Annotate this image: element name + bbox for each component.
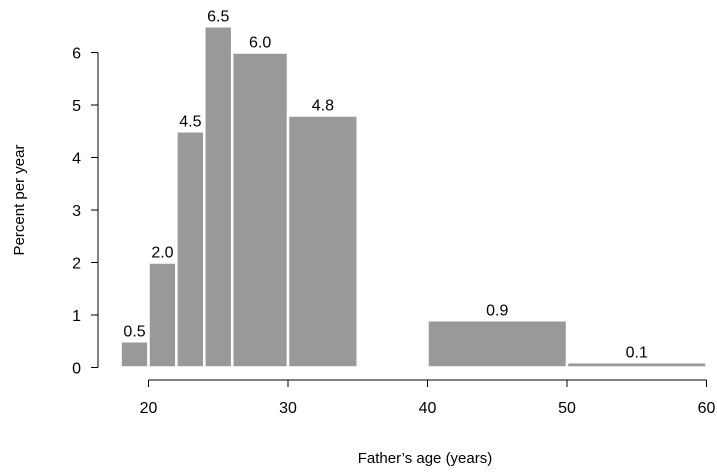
- bar-value-label-6: 0.9: [486, 302, 508, 319]
- y-tick-label-3: 3: [72, 203, 81, 220]
- y-tick-label-4: 4: [72, 151, 81, 168]
- bar-0: [119, 340, 150, 369]
- y-tick-label-5: 5: [72, 98, 81, 115]
- bar-value-label-4: 6.0: [249, 35, 271, 52]
- bar-labels-group: 0.5 2.0 4.5 6.5 6.0 4.8 0.9 0.1: [123, 8, 648, 361]
- y-tick-label-2: 2: [72, 256, 81, 273]
- bar-value-label-3: 6.5: [207, 8, 229, 25]
- x-axis-title: Father’s age (years): [358, 450, 493, 467]
- bar-value-label-1: 2.0: [151, 245, 173, 262]
- x-tick-label-0: 20: [140, 400, 158, 417]
- y-tick-label-6: 6: [72, 46, 81, 63]
- bar-7: [565, 361, 708, 369]
- bar-value-label-0: 0.5: [123, 323, 145, 340]
- x-tick-label-3: 50: [558, 400, 576, 417]
- bar-5: [286, 114, 359, 369]
- y-tick-label-0: 0: [72, 361, 81, 378]
- x-tick-label-4: 60: [698, 400, 716, 417]
- x-axis: 20 30 40 50 60: [140, 379, 716, 417]
- bar-2: [175, 130, 206, 369]
- y-axis: 0 1 2 3 4 5 6: [72, 46, 99, 378]
- bars-group: [119, 25, 708, 369]
- bar-3: [203, 25, 234, 369]
- bar-6: [426, 319, 569, 369]
- bar-value-label-5: 4.8: [312, 98, 334, 115]
- x-tick-label-2: 40: [419, 400, 437, 417]
- y-axis-title: Percent per year: [11, 145, 28, 256]
- bar-4: [230, 51, 290, 369]
- bar-value-label-7: 0.1: [626, 344, 648, 361]
- bar-value-label-2: 4.5: [179, 113, 201, 130]
- bar-1: [147, 261, 178, 369]
- y-tick-label-1: 1: [72, 308, 81, 325]
- x-tick-label-1: 30: [279, 400, 297, 417]
